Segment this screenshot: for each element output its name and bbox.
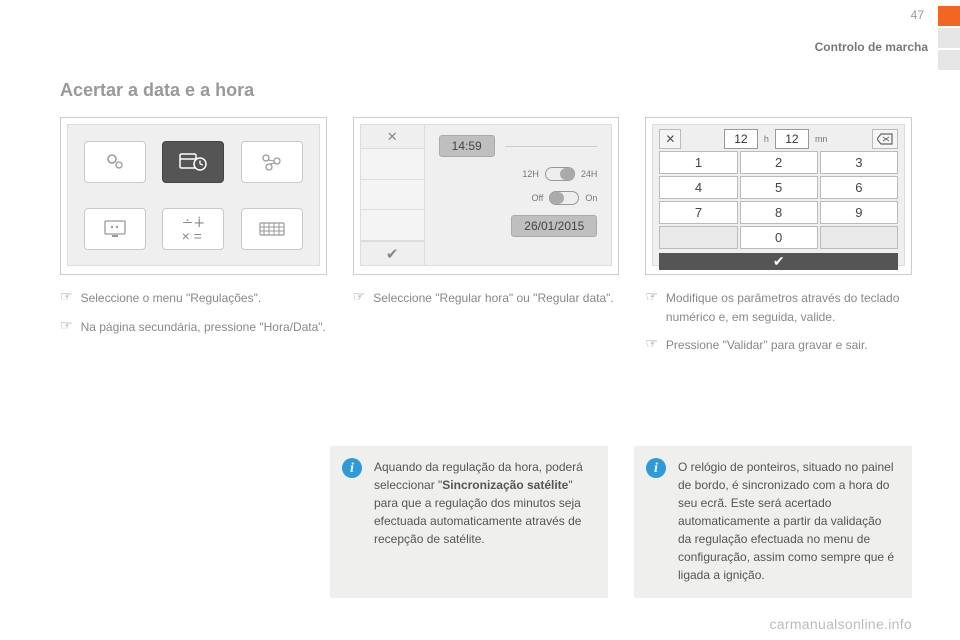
sidebar-slot bbox=[361, 149, 424, 180]
minute-unit: mn bbox=[813, 134, 830, 144]
time-value: 14:59 bbox=[439, 135, 495, 157]
time-field: 14:59 bbox=[439, 135, 598, 157]
pointer-icon: ☞ bbox=[60, 289, 73, 308]
menu-tile-network bbox=[241, 141, 303, 183]
numkey: 9 bbox=[820, 201, 898, 224]
calendar-clock-icon bbox=[178, 151, 208, 173]
info-callout-2: i O relógio de ponteiros, situado no pai… bbox=[634, 446, 912, 598]
column-1: ∸∔× = ☞ Seleccione o menu "Regulações". bbox=[60, 117, 327, 365]
callout-text: Aquando da regulação da hora, poderá sel… bbox=[374, 460, 583, 546]
validate-bar: ✔ bbox=[659, 253, 898, 270]
column-3: ✕ 12 h 12 mn 1 2 3 bbox=[645, 117, 912, 365]
menu-tile-display bbox=[84, 208, 146, 250]
info-icon: i bbox=[342, 458, 362, 478]
numkey: 8 bbox=[740, 201, 818, 224]
pointer-icon: ☞ bbox=[60, 318, 73, 337]
close-icon: ✕ bbox=[659, 129, 681, 149]
instruction-text: Pressione "Validar" para gravar e sair. bbox=[666, 336, 868, 355]
settings-body: 14:59 12H 24H Off On bbox=[425, 125, 612, 265]
numkey: 7 bbox=[659, 201, 737, 224]
instruction-text: Na página secundária, pressione "Hora/Da… bbox=[81, 318, 326, 337]
menu-tile-calc: ∸∔× = bbox=[162, 208, 224, 250]
sidebar-slot bbox=[361, 180, 424, 211]
numkey-blank bbox=[820, 226, 898, 249]
info-callout-1: i Aquando da regulação da hora, poderá s… bbox=[330, 446, 608, 598]
toggle-label-right: On bbox=[585, 193, 597, 203]
numkey: 0 bbox=[740, 226, 818, 249]
tab-inactive bbox=[938, 28, 960, 48]
screenshot-menu: ∸∔× = bbox=[60, 117, 327, 275]
breadcrumb: Controlo de marcha bbox=[815, 40, 928, 54]
tab-inactive bbox=[938, 50, 960, 70]
date-field: 26/01/2015 bbox=[439, 215, 598, 237]
hour-value: 12 bbox=[724, 129, 758, 149]
minute-value: 12 bbox=[775, 129, 809, 149]
tab-active bbox=[938, 6, 960, 26]
numkey-blank bbox=[659, 226, 737, 249]
instructions-col2: ☞ Seleccione "Regular hora" ou "Regular … bbox=[353, 289, 620, 318]
page-title: Acertar a data e a hora bbox=[60, 80, 912, 101]
numkey: 1 bbox=[659, 151, 737, 174]
columns: ∸∔× = ☞ Seleccione o menu "Regulações". bbox=[60, 117, 912, 365]
page-number: 47 bbox=[815, 8, 924, 22]
toggle-12h24h: 12H 24H bbox=[439, 167, 598, 181]
check-icon: ✔ bbox=[361, 241, 424, 265]
toggle-label-right: 24H bbox=[581, 169, 598, 179]
nodes-icon bbox=[259, 151, 285, 173]
toggle-label-left: Off bbox=[531, 193, 543, 203]
gears-icon bbox=[103, 150, 127, 174]
keyboard-icon bbox=[258, 220, 286, 238]
menu-grid: ∸∔× = bbox=[67, 124, 320, 266]
instructions-col3: ☞ Modifique os parâmetros através do tec… bbox=[645, 289, 912, 365]
menu-tile-gears bbox=[84, 141, 146, 183]
numkey: 2 bbox=[740, 151, 818, 174]
info-callouts: i Aquando da regulação da hora, poderá s… bbox=[330, 446, 912, 598]
numkey: 4 bbox=[659, 176, 737, 199]
divider bbox=[505, 146, 598, 147]
pointer-icon: ☞ bbox=[645, 336, 658, 355]
toggle-onoff: Off On bbox=[439, 191, 598, 205]
monitor-icon bbox=[102, 219, 128, 239]
date-value: 26/01/2015 bbox=[511, 215, 597, 237]
manual-page: 47 Controlo de marcha Acertar a data e a… bbox=[0, 0, 960, 640]
instruction-item: ☞ Modifique os parâmetros através do tec… bbox=[645, 289, 912, 326]
menu-tile-datetime-active bbox=[162, 141, 224, 183]
numkey: 3 bbox=[820, 151, 898, 174]
backspace-icon bbox=[872, 129, 898, 149]
numkey: 5 bbox=[740, 176, 818, 199]
close-icon: ✕ bbox=[361, 125, 424, 149]
keypad-panel: ✕ 12 h 12 mn 1 2 3 bbox=[652, 124, 905, 266]
switch bbox=[549, 191, 579, 205]
instruction-text: Modifique os parâmetros através do tecla… bbox=[666, 289, 912, 326]
side-tabs bbox=[938, 6, 960, 70]
instruction-item: ☞ Seleccione o menu "Regulações". bbox=[60, 289, 327, 308]
toggle-label-left: 12H bbox=[522, 169, 539, 179]
header: 47 Controlo de marcha bbox=[815, 6, 960, 70]
instruction-text: Seleccione "Regular hora" ou "Regular da… bbox=[373, 289, 614, 308]
screenshot-keypad: ✕ 12 h 12 mn 1 2 3 bbox=[645, 117, 912, 275]
instruction-item: ☞ Na página secundária, pressione "Hora/… bbox=[60, 318, 327, 337]
column-2: ✕ ✔ 14:59 12H 24 bbox=[353, 117, 620, 365]
instruction-text: Seleccione o menu "Regulações". bbox=[81, 289, 262, 308]
instructions-col1: ☞ Seleccione o menu "Regulações". ☞ Na p… bbox=[60, 289, 327, 346]
switch bbox=[545, 167, 575, 181]
numpad: 1 2 3 4 5 6 7 8 9 0 bbox=[659, 151, 898, 249]
callout-text: O relógio de ponteiros, situado no paine… bbox=[678, 460, 894, 582]
numkey: 6 bbox=[820, 176, 898, 199]
instruction-item: ☞ Pressione "Validar" para gravar e sair… bbox=[645, 336, 912, 355]
menu-tile-keyboard bbox=[241, 208, 303, 250]
screenshot-settings: ✕ ✔ 14:59 12H 24 bbox=[353, 117, 620, 275]
pointer-icon: ☞ bbox=[353, 289, 366, 308]
keypad-header: ✕ 12 h 12 mn bbox=[659, 129, 898, 149]
footer-source: carmanualsonline.info bbox=[770, 616, 913, 632]
calc-icon: ∸∔× = bbox=[182, 215, 205, 243]
sidebar-slot bbox=[361, 210, 424, 241]
info-icon: i bbox=[646, 458, 666, 478]
pointer-icon: ☞ bbox=[645, 289, 658, 326]
settings-sidebar: ✕ ✔ bbox=[361, 125, 425, 265]
settings-panel: ✕ ✔ 14:59 12H 24 bbox=[360, 124, 613, 266]
hour-unit: h bbox=[762, 134, 771, 144]
instruction-item: ☞ Seleccione "Regular hora" ou "Regular … bbox=[353, 289, 620, 308]
